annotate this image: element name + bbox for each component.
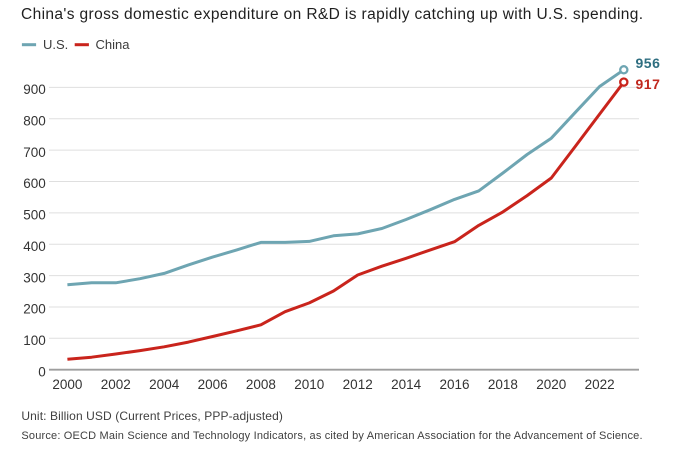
svg-text:2006: 2006 — [198, 377, 228, 392]
svg-text:2008: 2008 — [246, 377, 276, 392]
svg-text:200: 200 — [23, 302, 46, 317]
svg-text:2000: 2000 — [52, 377, 82, 392]
svg-text:2020: 2020 — [536, 377, 566, 392]
svg-text:2010: 2010 — [294, 377, 324, 392]
svg-text:800: 800 — [23, 114, 46, 129]
svg-text:956: 956 — [636, 55, 661, 71]
svg-text:Unit: Billion USD (Current Pri: Unit: Billion USD (Current Prices, PPP-a… — [21, 409, 283, 423]
svg-text:2014: 2014 — [391, 377, 422, 392]
svg-text:China's gross domestic expendi: China's gross domestic expenditure on R&… — [21, 6, 643, 23]
svg-text:900: 900 — [23, 82, 46, 97]
svg-text:600: 600 — [23, 176, 46, 191]
svg-text:U.S.: U.S. — [43, 37, 68, 52]
svg-text:Source: OECD Main Science and: Source: OECD Main Science and Technology… — [21, 430, 642, 442]
svg-text:917: 917 — [636, 76, 661, 92]
svg-text:2002: 2002 — [101, 377, 131, 392]
svg-text:China: China — [96, 37, 131, 52]
svg-text:700: 700 — [23, 145, 46, 160]
svg-text:2018: 2018 — [488, 377, 518, 392]
svg-text:2012: 2012 — [343, 377, 373, 392]
svg-text:2016: 2016 — [439, 377, 469, 392]
svg-text:500: 500 — [23, 208, 46, 223]
svg-text:0: 0 — [38, 364, 46, 379]
svg-text:2004: 2004 — [149, 377, 180, 392]
svg-text:2022: 2022 — [585, 377, 615, 392]
svg-text:100: 100 — [23, 333, 46, 348]
svg-text:400: 400 — [23, 239, 46, 254]
svg-text:300: 300 — [23, 270, 46, 285]
